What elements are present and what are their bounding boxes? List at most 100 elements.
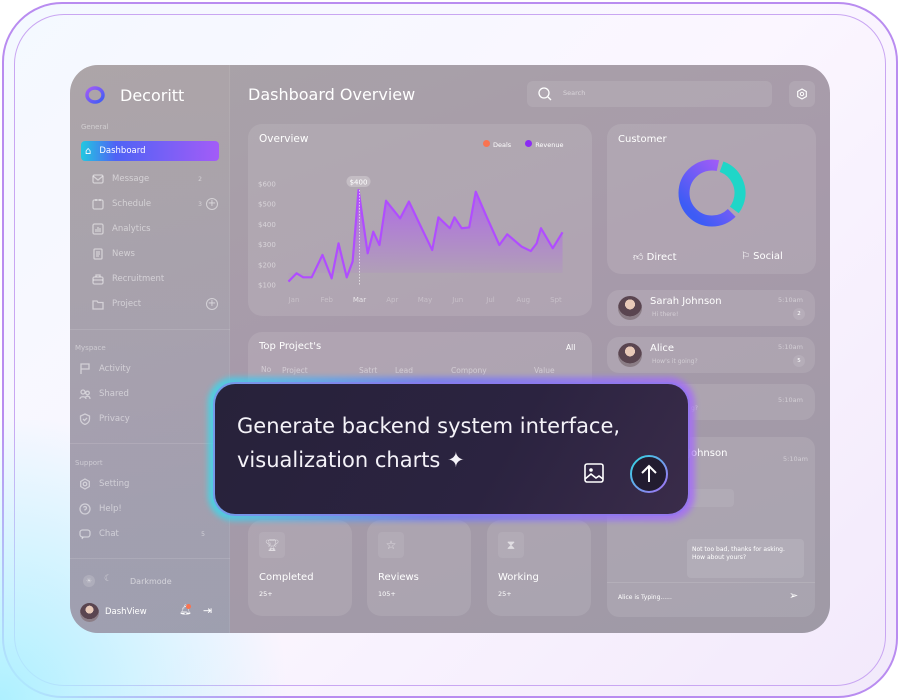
user-avatar[interactable] xyxy=(80,603,99,622)
chat-name: Alice xyxy=(650,343,675,354)
column-header: Satrt xyxy=(359,366,378,375)
chat-preview: How's it going? xyxy=(652,358,698,365)
sidebar-item-message[interactable]: Message 2 xyxy=(92,173,202,185)
donut-segment-direct xyxy=(678,159,746,227)
x-tick-label: Mar xyxy=(353,296,366,304)
flag-icon xyxy=(80,363,90,374)
overview-card: Overview Deals Revenue $600 $500 $400 $300 $… xyxy=(248,124,592,316)
send-icon[interactable]: ➢ xyxy=(789,589,799,602)
sidebar-item-recruitment[interactable]: Recruitment xyxy=(92,273,164,285)
user-name: DashView xyxy=(105,607,147,617)
divider xyxy=(607,582,815,583)
prompt-text[interactable]: Generate backend system interface, visua… xyxy=(237,409,657,477)
search-placeholder: Search xyxy=(563,89,586,97)
legend-revenue: Revenue xyxy=(525,140,564,149)
logout-icon[interactable]: ⇥ xyxy=(203,604,213,617)
mail-icon xyxy=(92,174,104,184)
view-all-link[interactable]: All xyxy=(566,343,576,352)
stat-label: Completed xyxy=(259,572,314,583)
moon-icon[interactable]: ☾ xyxy=(104,574,113,584)
prompt-box[interactable]: Generate backend system interface, visua… xyxy=(215,384,688,514)
revenue-line xyxy=(287,188,564,283)
help-icon xyxy=(79,503,91,515)
sidebar-item-dashboard[interactable]: ⌂ Dashboard xyxy=(81,141,219,161)
darkmode-toggle[interactable]: Darkmode xyxy=(130,577,172,586)
search-icon xyxy=(538,87,552,101)
avatar xyxy=(618,343,642,367)
logo-icon xyxy=(85,86,105,104)
calendar-icon xyxy=(92,199,104,210)
sidebar-item-project[interactable]: Project xyxy=(92,298,141,310)
gear-icon xyxy=(80,478,90,490)
customer-card: Customer 👍︎ Direct ⚐ Social xyxy=(607,124,816,274)
sidebar-item-shared[interactable]: Shared xyxy=(79,388,129,400)
schedule-badge: 3 xyxy=(198,200,202,208)
add-schedule-button[interactable]: + xyxy=(206,198,218,210)
sidebar-item-label: Activity xyxy=(99,364,131,374)
sidebar-item-help[interactable]: Help! xyxy=(79,503,122,515)
sidebar-item-privacy[interactable]: Privacy xyxy=(79,413,130,425)
bell-icon[interactable]: 🔔︎ xyxy=(179,604,192,616)
chat-name: Sarah Johnson xyxy=(650,296,722,307)
section-myspace: Myspace xyxy=(75,344,106,352)
chat-time: 5:10am xyxy=(778,296,803,304)
chat-badge: 5 xyxy=(201,530,205,538)
trophy-icon: 🏆︎ xyxy=(259,532,285,558)
submit-button[interactable] xyxy=(629,454,669,494)
sidebar-item-setting[interactable]: Setting xyxy=(79,478,129,490)
prompt-text-content: Generate backend system interface, visua… xyxy=(237,414,621,472)
chat-item[interactable]: Sarah Johnson Hi there! 5:10am 2 xyxy=(607,290,815,326)
settings-button[interactable] xyxy=(789,81,815,107)
column-header: No xyxy=(261,365,272,374)
sidebar-item-schedule[interactable]: Schedule 3 xyxy=(92,198,202,210)
x-tick-label: Apr xyxy=(386,296,398,304)
stat-label: Working xyxy=(498,572,539,583)
divider xyxy=(70,443,230,444)
column-header: Project xyxy=(282,366,308,375)
customer-donut-chart xyxy=(678,159,746,227)
folder-icon xyxy=(92,300,104,310)
section-support: Support xyxy=(75,459,103,467)
x-tick-label: May xyxy=(418,296,432,304)
image-upload-icon[interactable] xyxy=(584,463,604,483)
stat-value: 25+ xyxy=(498,590,512,598)
sidebar-item-label: Project xyxy=(112,299,142,309)
notification-dot xyxy=(186,604,191,609)
home-icon: ⌂ xyxy=(85,145,92,157)
stat-label: Reviews xyxy=(378,572,419,583)
x-tick-label: Aug xyxy=(516,296,530,304)
sidebar-item-label: Message xyxy=(112,174,150,184)
column-header: Compony xyxy=(451,366,487,375)
legend-label: Revenue xyxy=(535,141,564,149)
sun-icon[interactable]: ☀ xyxy=(83,575,95,587)
sidebar-item-label: Analytics xyxy=(112,224,151,234)
chat-time: 5:10am xyxy=(778,343,803,351)
y-tick-label: $600 xyxy=(258,181,276,189)
divider xyxy=(70,329,230,330)
chat-item[interactable]: Alice How's it going? 5:10am 5 xyxy=(607,337,815,373)
page-title: Dashboard Overview xyxy=(248,85,416,104)
sidebar-item-label: Schedule xyxy=(112,199,152,209)
legend-label: Deals xyxy=(493,141,512,149)
unread-badge: 5 xyxy=(793,355,805,367)
thumbs-up-icon: 👍︎ xyxy=(633,252,644,263)
gear-icon xyxy=(797,88,807,100)
direct-label: 👍︎ Direct xyxy=(633,251,677,263)
x-tick-label: Jul xyxy=(485,296,495,304)
users-icon xyxy=(79,389,91,400)
stat-card-completed: 🏆︎ Completed 25+ xyxy=(248,520,352,616)
column-header: Value xyxy=(534,366,555,375)
sidebar-item-activity[interactable]: Activity xyxy=(79,363,131,375)
dashboard-window: Decoritt General ⌂ Dashboard Message 2 Sch… xyxy=(70,65,830,633)
add-project-button[interactable]: + xyxy=(206,298,218,310)
sparkle-icon: ✦ xyxy=(447,448,465,472)
sidebar-item-chat[interactable]: Chat 5 xyxy=(79,528,205,540)
sidebar-item-analytics[interactable]: Analytics xyxy=(92,223,151,235)
message-badge: 2 xyxy=(198,175,202,183)
search-input[interactable]: Search xyxy=(527,81,772,107)
chart-icon xyxy=(92,223,104,235)
chat-preview: Hi there! xyxy=(652,311,679,318)
inner-frame xyxy=(14,14,886,686)
overview-title: Overview xyxy=(259,133,309,145)
sidebar-item-news[interactable]: News xyxy=(92,248,135,260)
